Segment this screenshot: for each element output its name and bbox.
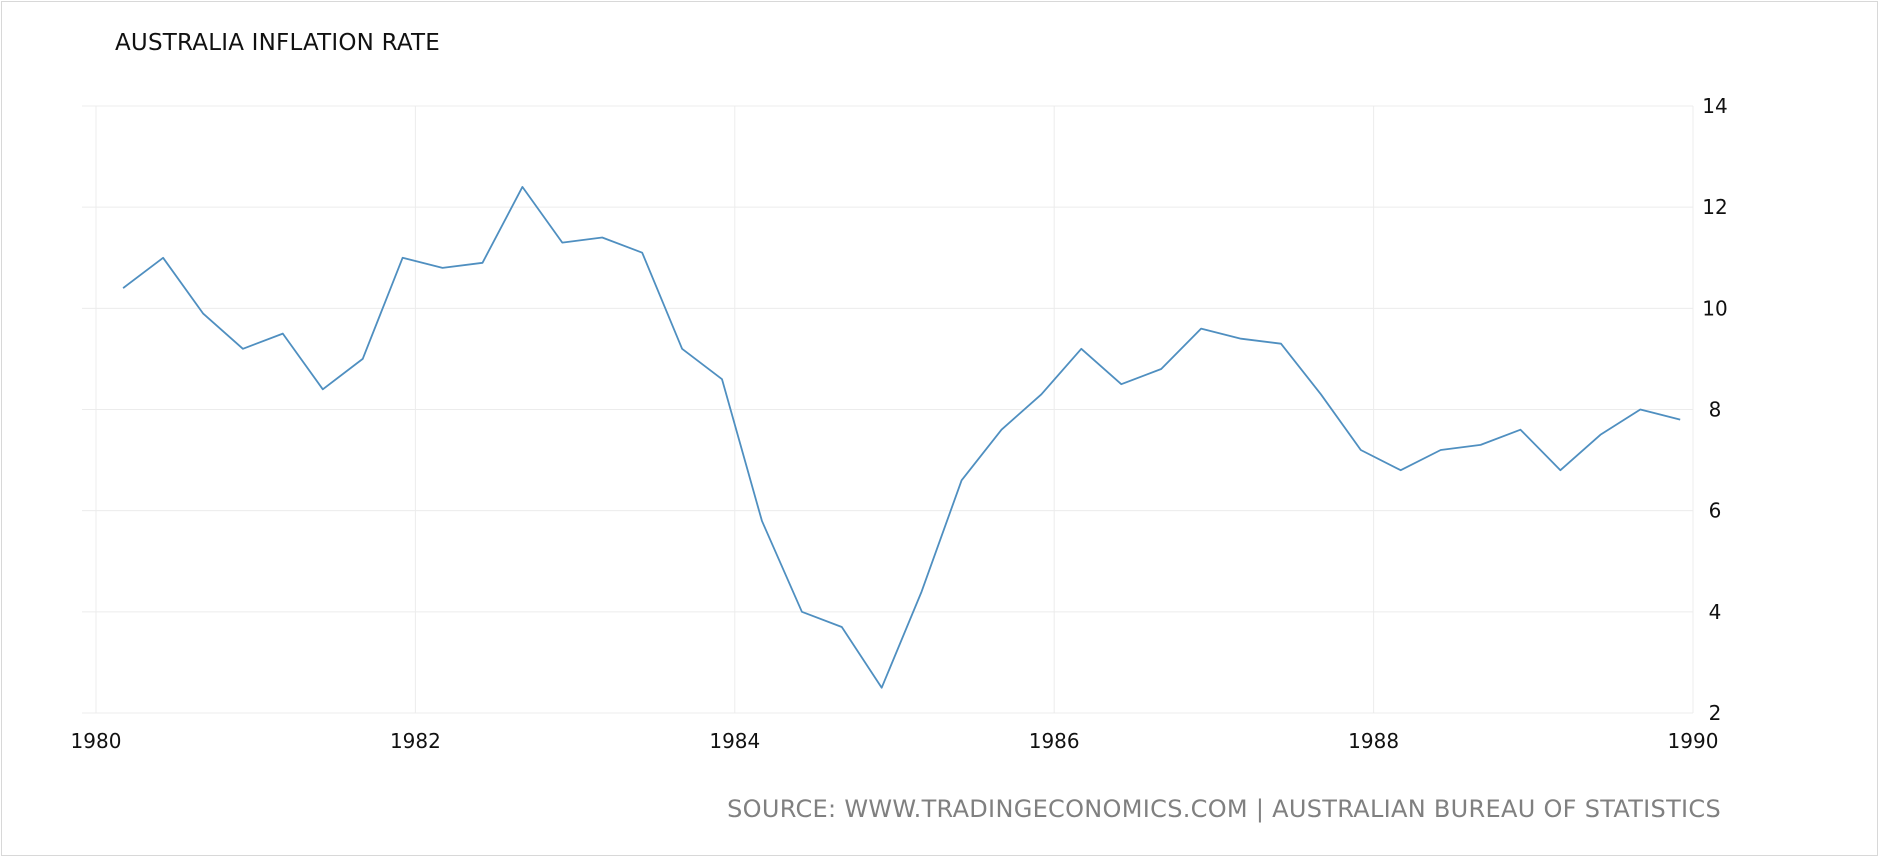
x-tick-label: 1988 — [1348, 729, 1399, 753]
data-point — [640, 251, 644, 255]
y-tick-label: 10 — [1702, 296, 1727, 320]
data-point — [1199, 327, 1203, 331]
y-tick-label: 4 — [1709, 600, 1722, 624]
x-tick-label: 1982 — [390, 729, 441, 753]
data-point — [760, 519, 764, 523]
data-point — [1558, 468, 1562, 472]
y-tick-label: 6 — [1709, 499, 1722, 523]
x-tick-label: 1986 — [1029, 729, 1080, 753]
chart-title: AUSTRALIA INFLATION RATE — [115, 30, 440, 56]
data-point — [1079, 347, 1083, 351]
data-point — [880, 686, 884, 690]
data-point — [241, 347, 245, 351]
data-point — [1359, 448, 1363, 452]
data-point — [560, 241, 564, 245]
x-axis-ticks: 1980 1982 1984 1986 1988 1990 — [71, 729, 1719, 753]
y-tick-label: 8 — [1709, 398, 1722, 422]
data-point — [1678, 418, 1682, 422]
data-point — [1119, 382, 1123, 386]
grid — [82, 105, 1694, 714]
data-point — [840, 625, 844, 629]
data-point — [441, 266, 445, 270]
data-point — [800, 610, 804, 614]
data-points — [121, 185, 1682, 690]
data-point — [1279, 342, 1283, 346]
data-point — [720, 377, 724, 381]
data-point — [1638, 408, 1642, 412]
data-point — [1439, 448, 1443, 452]
data-point — [999, 428, 1003, 432]
series-line — [122, 185, 1681, 689]
data-point — [480, 261, 484, 265]
data-point — [201, 311, 205, 315]
data-point — [321, 387, 325, 391]
x-tick-label: 1990 — [1668, 729, 1719, 753]
data-point — [600, 236, 604, 240]
y-tick-label: 14 — [1702, 94, 1727, 118]
data-point — [161, 256, 165, 260]
data-point — [1399, 468, 1403, 472]
data-point — [1239, 337, 1243, 341]
data-point — [680, 347, 684, 351]
data-point — [520, 185, 524, 189]
data-point — [1479, 443, 1483, 447]
source-note: SOURCE: WWW.TRADINGECONOMICS.COM | AUSTR… — [727, 795, 1721, 823]
y-axis-ticks: 14 12 10 8 6 4 2 — [1702, 94, 1727, 725]
data-point — [281, 332, 285, 336]
data-point — [121, 286, 125, 290]
data-point — [1039, 392, 1043, 396]
x-tick-label: 1984 — [709, 729, 760, 753]
data-point — [1159, 367, 1163, 371]
y-tick-label: 12 — [1702, 195, 1727, 219]
data-point — [401, 256, 405, 260]
data-point — [1519, 428, 1523, 432]
data-point — [1598, 433, 1602, 437]
data-point — [960, 478, 964, 482]
data-point — [1319, 392, 1323, 396]
data-point — [920, 590, 924, 594]
x-tick-label: 1980 — [71, 729, 122, 753]
data-point — [361, 357, 365, 361]
y-tick-label: 2 — [1709, 701, 1722, 725]
